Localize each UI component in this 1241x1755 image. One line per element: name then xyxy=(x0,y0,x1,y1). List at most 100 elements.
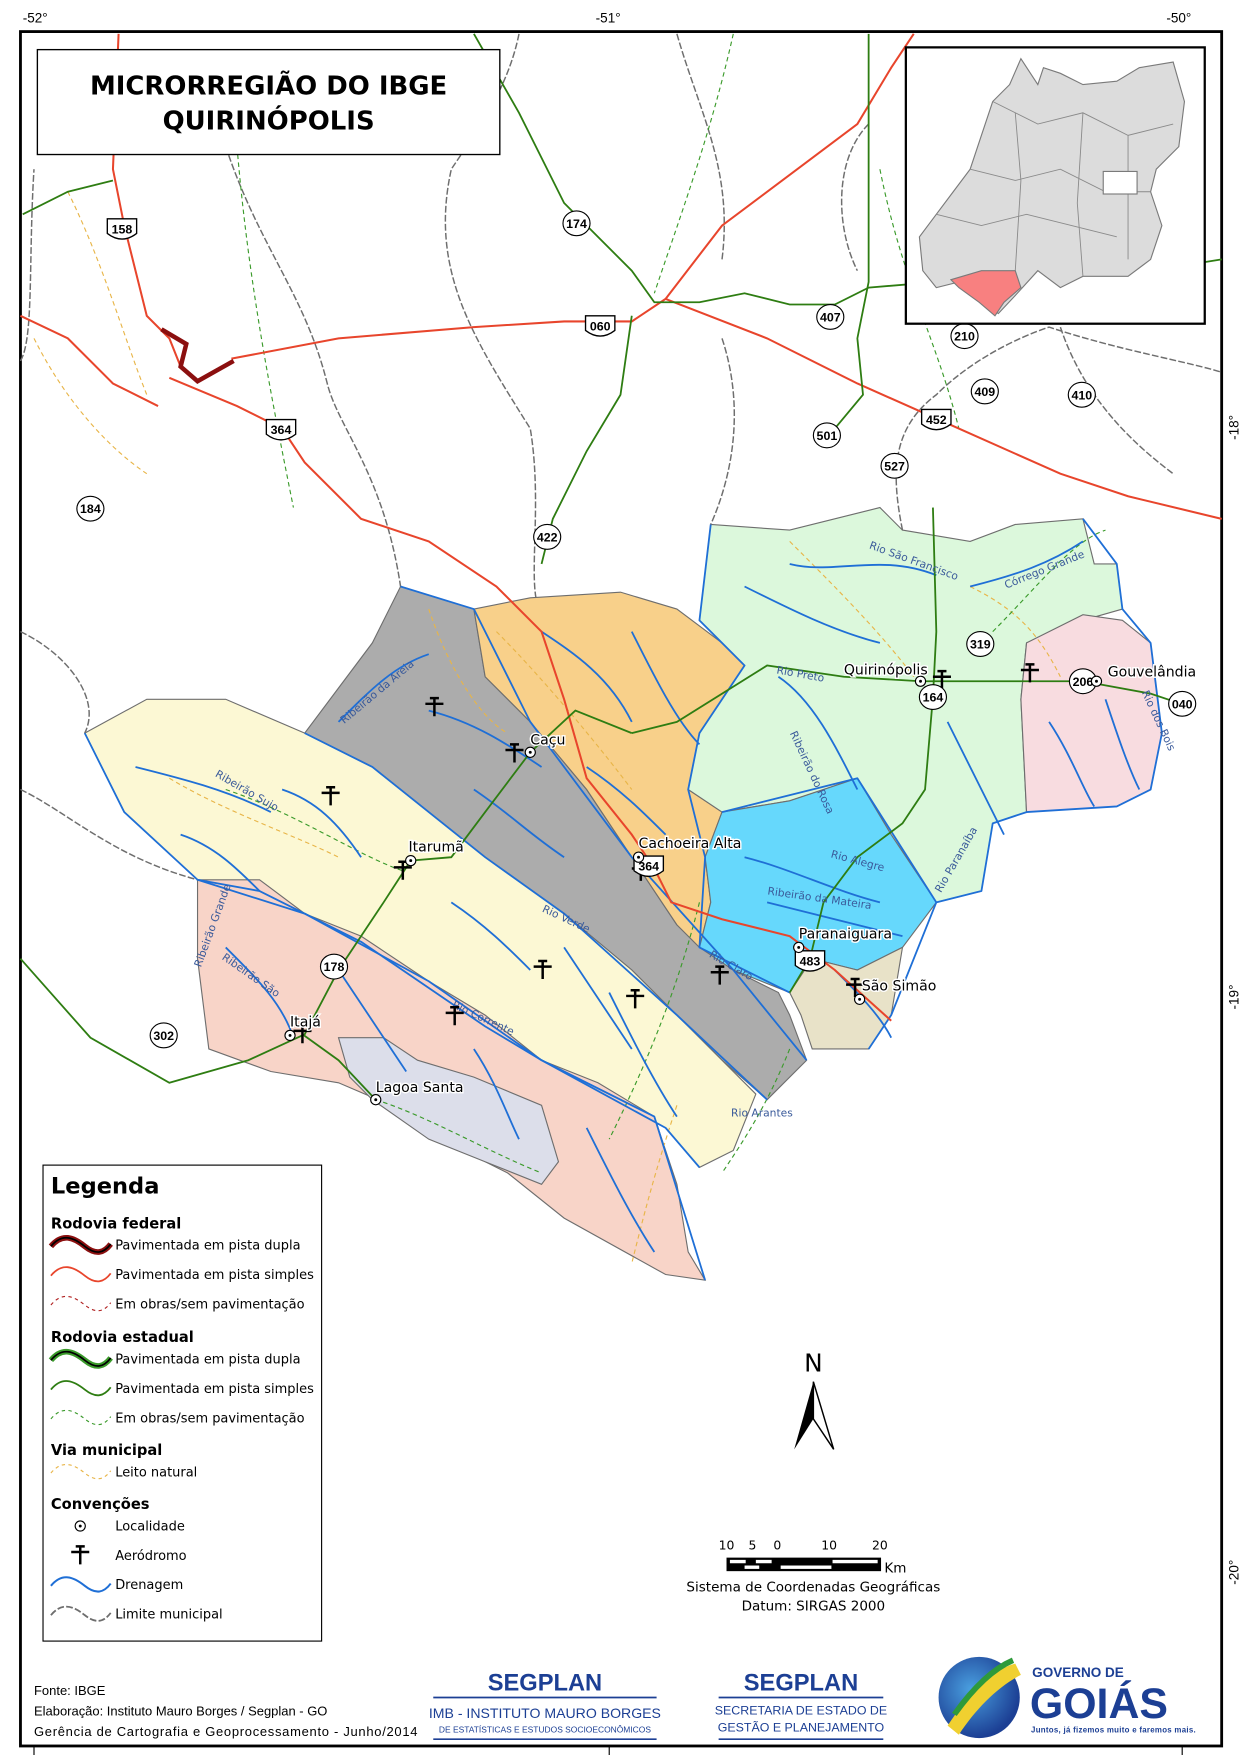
segplan-logo-top: SEGPLAN xyxy=(744,1671,858,1697)
federal-district xyxy=(1102,170,1138,195)
airport-icon xyxy=(321,786,340,806)
footer-credits: Fonte: IBGE Elaboração: Instituto Mauro … xyxy=(34,1683,417,1739)
location-inset xyxy=(904,46,1206,325)
source-text: Fonte: IBGE xyxy=(34,1683,106,1698)
road-number: 040 xyxy=(1172,697,1193,711)
airports xyxy=(293,663,1039,1044)
road-number: 164 xyxy=(923,691,944,705)
locality: Cachoeira Alta xyxy=(632,835,743,863)
river-label: Rio Arantes xyxy=(731,1107,793,1120)
legend-item: Pavimentada em pista dupla xyxy=(48,1348,301,1369)
legend-line-swatch xyxy=(50,1380,112,1397)
state-road-shield: 527 xyxy=(880,452,909,479)
road-number: 210 xyxy=(954,330,975,344)
north-arrow: N xyxy=(794,1349,835,1450)
legend-item: Pavimentada em pista dupla xyxy=(48,1235,301,1255)
map-frame xyxy=(19,30,1224,1748)
legend: Legenda Rodovia federal Pavimentada em p… xyxy=(42,1164,323,1642)
legend-item-label: Limite municipal xyxy=(115,1608,222,1623)
road-number: 060 xyxy=(590,319,611,333)
title-box: MICRORREGIÃO DO IBGE QUIRINÓPOLIS xyxy=(36,48,501,156)
legend-heading-convencoes: Convenções xyxy=(51,1496,150,1513)
legend-title: Legenda xyxy=(51,1173,160,1199)
locality-label: Gouvelândia xyxy=(1108,665,1196,681)
goias-logo-line1: GOVERNO DE xyxy=(1032,1665,1124,1680)
locality: São Simão xyxy=(853,977,938,1005)
locality-label: Caçu xyxy=(530,732,565,748)
legend-item: Localidade xyxy=(74,1520,185,1535)
state-road-483 xyxy=(788,507,938,994)
federal-road-452 xyxy=(665,297,1222,520)
state-road-shield: 164 xyxy=(918,684,948,711)
federal-road-shield: 158 xyxy=(106,218,138,240)
scale-tick: 10 xyxy=(821,1538,837,1553)
airport-icon xyxy=(846,977,865,998)
legend-item-label: Pavimentada em pista dupla xyxy=(115,1353,300,1368)
scale-bar: 10 5 0 10 20 Km Sistema de Coordenadas G… xyxy=(686,1538,940,1615)
datum: Datum: SIRGAS 2000 xyxy=(742,1599,886,1615)
road-number: 409 xyxy=(974,385,995,399)
federal-road-shield: 483 xyxy=(794,950,826,972)
goias-logo-line2: GOIÁS xyxy=(1030,1680,1168,1728)
state-road-shield: 174 xyxy=(562,210,591,237)
segplan-logo: SEGPLAN SECRETARIA DE ESTADO DE GESTÃO E… xyxy=(715,1671,887,1741)
legend-item: Em obras/sem pavimentação xyxy=(50,1295,305,1312)
scale-tick: 10 xyxy=(719,1538,735,1553)
legend-heading-municipal: Via municipal xyxy=(51,1442,162,1459)
drainage-network xyxy=(83,518,1163,1281)
coordinate-system: Sistema de Coordenadas Geográficas xyxy=(686,1579,940,1595)
locality-label: Itarumã xyxy=(408,840,463,856)
map-title-line1: MICRORREGIÃO DO IBGE xyxy=(90,70,447,102)
legend-line-swatch xyxy=(50,1605,112,1622)
federal-road-364 xyxy=(168,376,892,1022)
goias-logo-slogan: Juntos, já fizemos muito e faremos mais. xyxy=(1031,1725,1196,1734)
latitude-label: -18° xyxy=(1227,415,1241,440)
legend-line-swatch xyxy=(48,1348,113,1369)
legend-item: Em obras/sem pavimentação xyxy=(50,1409,305,1426)
airport-icon xyxy=(505,743,524,763)
locality-label: São Simão xyxy=(862,978,936,994)
graticule: -52° -51° -50° -18° -19° -20° xyxy=(23,11,1241,1755)
state-roads-unpaved xyxy=(225,33,1106,1174)
road-number: 158 xyxy=(112,222,133,236)
segplan-logo-line2: GESTÃO E PLANEJAMENTO xyxy=(718,1720,885,1734)
imb-logo-top: SEGPLAN xyxy=(488,1671,602,1697)
federal-road-shield: 060 xyxy=(584,315,616,337)
legend-line-swatch xyxy=(48,1235,113,1255)
locality-label: Quirinópolis xyxy=(844,662,928,678)
latitude-label: -20° xyxy=(1227,1560,1241,1585)
locality-label: Itajá xyxy=(290,1014,321,1030)
locality-label: Paranaiguara xyxy=(799,926,892,942)
elaboration-text: Elaboração: Instituto Mauro Borges / Seg… xyxy=(34,1704,327,1719)
locality: Gouvelândia xyxy=(1090,663,1198,687)
state-road-shield: 210 xyxy=(950,323,979,350)
airport-icon xyxy=(293,1024,312,1044)
road-number: 364 xyxy=(271,423,292,437)
state-road-shield: 206 xyxy=(1068,668,1098,695)
segplan-logo-line1: SECRETARIA DE ESTADO DE xyxy=(715,1703,887,1717)
road-number: 527 xyxy=(884,459,905,473)
management-text: Gerência de Cartografia e Geoprocessamen… xyxy=(34,1724,417,1739)
road-number: 452 xyxy=(926,413,947,427)
state-road-shield: 178 xyxy=(319,953,349,980)
legend-item: Aeródromo xyxy=(71,1545,187,1565)
airport-icon xyxy=(932,669,951,690)
road-number: 364 xyxy=(638,860,659,874)
locality: Itarumã xyxy=(405,838,465,867)
legend-item: Leito natural xyxy=(50,1464,197,1480)
map-title-line2: QUIRINÓPOLIS xyxy=(163,105,375,137)
localities: Quirinópolis Gouvelândia Caçu Itarumã Cachoe… xyxy=(284,661,1198,1106)
state-road-shield: 422 xyxy=(533,523,562,550)
airport-icon xyxy=(1020,663,1039,683)
airport-icon xyxy=(71,1545,90,1565)
airport-icon xyxy=(626,989,645,1009)
airport-icon xyxy=(533,959,552,980)
legend-item-label: Aeródromo xyxy=(115,1549,186,1564)
scale-tick: 20 xyxy=(872,1538,888,1553)
state-road-shield: 040 xyxy=(1168,690,1197,717)
latitude-label: -19° xyxy=(1227,985,1241,1010)
legend-item-label: Em obras/sem pavimentação xyxy=(115,1297,304,1312)
locality: Quirinópolis xyxy=(842,661,929,687)
